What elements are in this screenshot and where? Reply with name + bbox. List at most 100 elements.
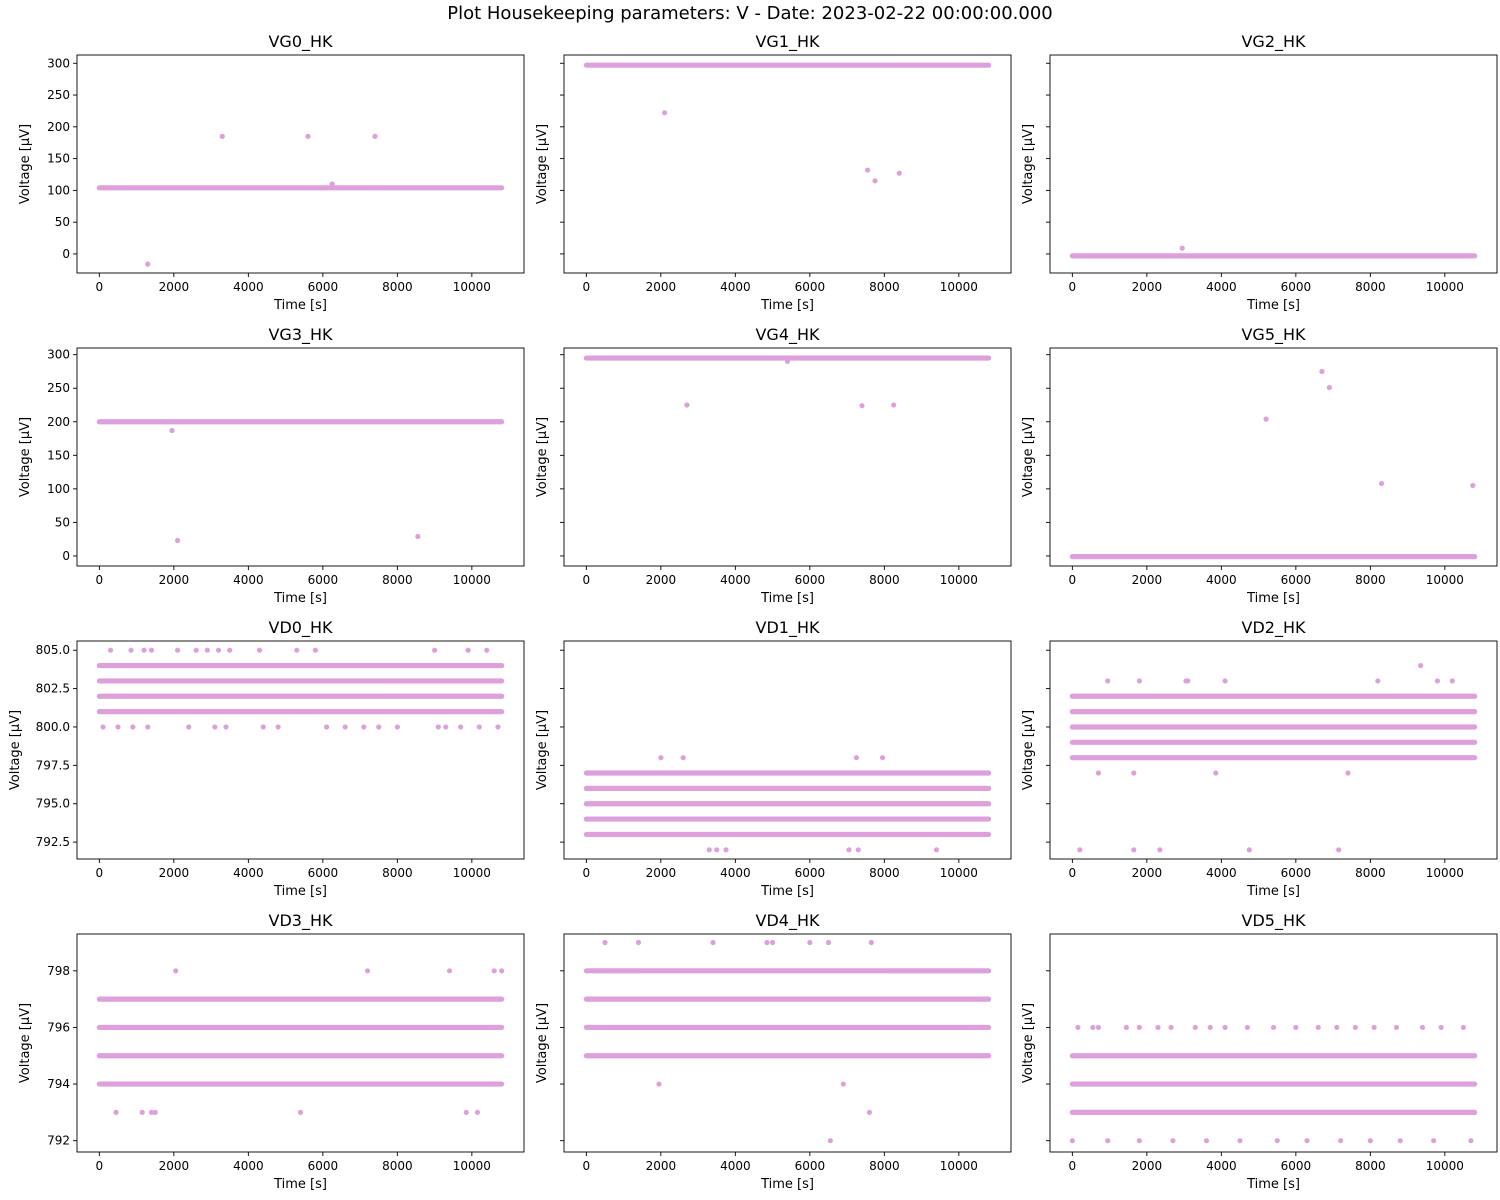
data-point bbox=[174, 537, 181, 544]
data-point bbox=[840, 1081, 846, 1087]
x-axis-label: Time [s] bbox=[273, 591, 327, 606]
data-band bbox=[583, 801, 992, 807]
data-point bbox=[219, 133, 225, 139]
data-point bbox=[1352, 1024, 1359, 1031]
x-tick-label: 10000 bbox=[940, 280, 978, 294]
data-point bbox=[933, 847, 940, 853]
y-axis-label: Voltage [μV] bbox=[535, 1003, 550, 1083]
x-axis-label: Time [s] bbox=[1246, 1177, 1300, 1192]
data-point bbox=[1263, 416, 1269, 422]
axes-frame bbox=[563, 640, 1012, 860]
data-point bbox=[361, 724, 367, 730]
data-point bbox=[1095, 1024, 1102, 1031]
subplot-title: VG5_HK bbox=[1241, 325, 1306, 345]
x-tick-label: 6000 bbox=[308, 280, 339, 294]
data-point bbox=[294, 647, 300, 653]
y-tick-label: 798 bbox=[47, 964, 70, 978]
figure-title: Plot Housekeeping parameters: V - Date: … bbox=[447, 3, 1052, 24]
subplot-vg2-hk: VG2_HK 0 2000 4000 6000 8000 10000 Time [s] Volt… bbox=[1021, 32, 1498, 313]
data-point bbox=[1244, 1024, 1251, 1031]
subplot-vg0-hk: VG0_HK 0 2000 4000 6000 8000 10000 0 50 100 150 200… bbox=[18, 32, 525, 313]
data-point bbox=[186, 724, 192, 730]
data-band bbox=[1069, 755, 1478, 761]
y-axis-label: Voltage [μV] bbox=[18, 1003, 33, 1083]
data-point bbox=[1434, 678, 1440, 684]
x-tick-label: 0 bbox=[1069, 573, 1077, 587]
x-tick-label: 0 bbox=[583, 866, 591, 880]
data-series bbox=[583, 939, 992, 1144]
y-tick-label: 802.5 bbox=[36, 682, 70, 696]
data-series bbox=[583, 755, 992, 853]
data-point bbox=[215, 647, 222, 653]
x-tick-label: 8000 bbox=[382, 866, 413, 880]
data-series bbox=[583, 355, 992, 409]
y-tick-label: 797.5 bbox=[36, 758, 70, 772]
data-series bbox=[1069, 662, 1478, 853]
data-point bbox=[1222, 678, 1228, 684]
data-point bbox=[323, 724, 330, 730]
data-band bbox=[96, 996, 505, 1002]
x-tick-label: 2000 bbox=[1132, 280, 1163, 294]
subplot-grid: VG0_HK0 2000 4000 6000 8000 10000050100150200… bbox=[8, 32, 1498, 1192]
x-tick-label: 4000 bbox=[720, 1159, 751, 1173]
subplot-title: VD2_HK bbox=[1242, 618, 1306, 638]
data-series bbox=[96, 133, 505, 267]
x-tick-label: 10000 bbox=[1426, 280, 1464, 294]
x-tick-label: 8000 bbox=[869, 866, 900, 880]
x-tick-label: 2000 bbox=[1132, 573, 1163, 587]
x-tick-label: 8000 bbox=[382, 1159, 413, 1173]
data-point bbox=[495, 724, 501, 730]
y-tick-label: 50 bbox=[55, 215, 70, 229]
x-tick-label: 2000 bbox=[159, 1159, 190, 1173]
x-tick-label: 8000 bbox=[1355, 866, 1386, 880]
data-band bbox=[1069, 724, 1478, 730]
data-band bbox=[583, 355, 992, 361]
data-band bbox=[96, 419, 505, 425]
axes-frame bbox=[1049, 640, 1498, 860]
data-point bbox=[770, 939, 776, 946]
data-point bbox=[1131, 770, 1137, 776]
data-point bbox=[312, 647, 318, 653]
data-point bbox=[260, 724, 266, 730]
data-point bbox=[435, 724, 441, 730]
data-point bbox=[684, 402, 690, 408]
axes-frame bbox=[1049, 54, 1498, 274]
data-band bbox=[96, 1024, 505, 1031]
data-point bbox=[1371, 1024, 1377, 1031]
data-point bbox=[227, 647, 233, 653]
data-point bbox=[458, 724, 464, 730]
y-tick-label: 792.5 bbox=[36, 835, 70, 849]
data-point bbox=[305, 133, 311, 139]
subplot-title: VD5_HK bbox=[1242, 911, 1306, 931]
data-point bbox=[1293, 1024, 1299, 1031]
x-tick-label: 6000 bbox=[795, 280, 826, 294]
data-point bbox=[212, 724, 218, 730]
x-tick-label: 2000 bbox=[1132, 1159, 1163, 1173]
data-band bbox=[96, 1053, 505, 1059]
x-axis-label: Time [s] bbox=[1246, 884, 1300, 899]
data-series bbox=[1069, 368, 1478, 560]
axes-frame bbox=[1049, 347, 1498, 567]
data-point bbox=[394, 724, 400, 730]
x-tick-label: 0 bbox=[583, 280, 591, 294]
axes-frame bbox=[76, 54, 525, 274]
subplot-vd3-hk: VD3_HK 0 2000 4000 6000 8000 10000 792 794 796 798… bbox=[18, 911, 525, 1192]
data-point bbox=[1375, 678, 1381, 684]
data-point bbox=[1315, 1024, 1321, 1031]
data-point bbox=[484, 647, 490, 653]
y-axis-label: Voltage [μV] bbox=[1021, 417, 1036, 497]
y-axis-label: Voltage [μV] bbox=[1021, 124, 1036, 204]
x-tick-label: 10000 bbox=[453, 280, 491, 294]
x-axis-label: Time [s] bbox=[760, 298, 814, 313]
data-point bbox=[864, 167, 871, 173]
data-point bbox=[128, 647, 134, 653]
data-point bbox=[1438, 1024, 1444, 1031]
data-point bbox=[1470, 482, 1476, 489]
y-tick-label: 250 bbox=[47, 381, 70, 395]
data-point bbox=[866, 1109, 873, 1115]
data-point bbox=[1397, 1138, 1403, 1144]
data-series bbox=[96, 647, 505, 730]
data-point bbox=[463, 1109, 469, 1115]
subplot-vd2-hk: VD2_HK 0 2000 4000 6000 8000 10000 Time [s] Volt… bbox=[1021, 618, 1498, 899]
data-point bbox=[329, 181, 335, 187]
